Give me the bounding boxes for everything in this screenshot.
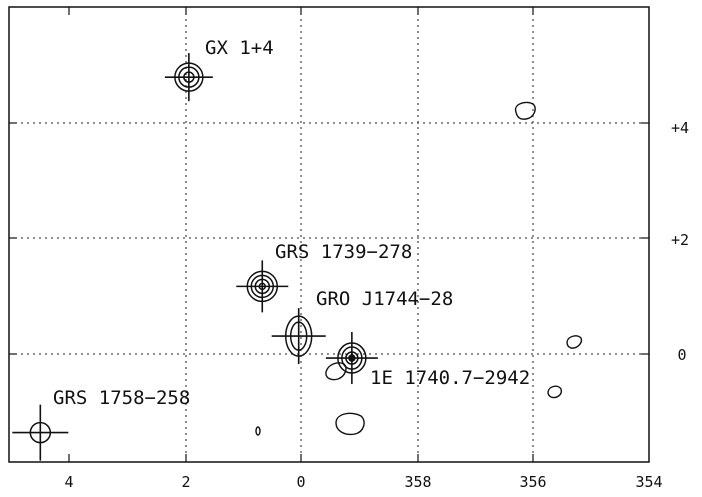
x-tick-labels: 4 2 0 358 356 354 [64, 473, 662, 491]
y-tick-label: +2 [671, 231, 689, 249]
x-tick-label: 358 [404, 473, 431, 491]
noise-contour [325, 362, 347, 381]
source-marker: GRS 1758−258 [12, 387, 190, 461]
source-marker: 1E 1740.7−2942 [325, 332, 530, 389]
noise-contour [514, 101, 536, 120]
x-tick-label: 2 [181, 473, 190, 491]
axis-ticks [9, 7, 649, 462]
source-label: GRS 1758−258 [53, 387, 190, 409]
source-marker: GRO J1744−28 [271, 288, 453, 365]
source-marker: GRS 1739−278 [236, 241, 412, 313]
x-tick-label: 4 [64, 473, 73, 491]
x-tick-label: 356 [519, 473, 546, 491]
y-tick-label: 0 [677, 346, 686, 364]
noise-contour [255, 426, 261, 436]
y-tick-label: +4 [671, 119, 689, 137]
source-label: GRO J1744−28 [316, 288, 453, 310]
x-tick-label: 0 [296, 473, 305, 491]
plot-frame [8, 6, 650, 463]
grid [9, 7, 649, 462]
x-tick-label: 354 [635, 473, 662, 491]
sources-layer: GX 1+4 GRS 1739−278 GRO J1744−28 1E 1740.7−… [12, 37, 530, 461]
source-marker: GX 1+4 [164, 37, 274, 102]
y-tick-labels: +4 +2 0 [671, 119, 689, 364]
source-label: GRS 1739−278 [275, 241, 412, 263]
noise-contour [566, 335, 583, 349]
noise-contour [547, 385, 563, 399]
source-label: GX 1+4 [205, 37, 274, 59]
source-label: 1E 1740.7−2942 [370, 367, 530, 389]
noise-contour [335, 412, 365, 436]
